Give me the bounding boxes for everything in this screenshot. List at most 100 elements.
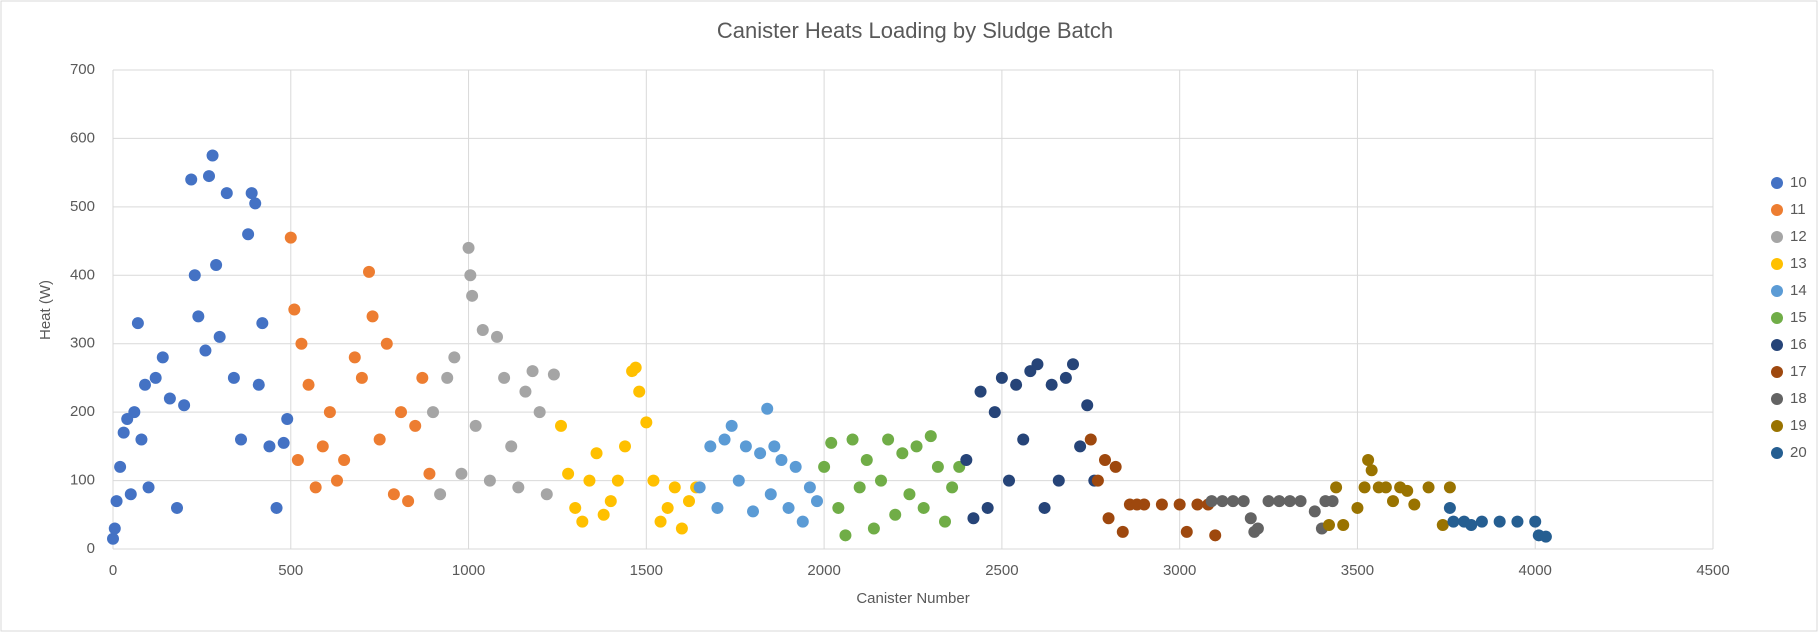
x-tick-label: 0 bbox=[109, 562, 117, 579]
point bbox=[1099, 454, 1111, 467]
point bbox=[1191, 498, 1204, 511]
point bbox=[1251, 522, 1264, 535]
point bbox=[789, 460, 802, 473]
x-tick-label: 4000 bbox=[1519, 562, 1552, 579]
point bbox=[249, 197, 262, 210]
point bbox=[846, 433, 859, 446]
point bbox=[1003, 474, 1015, 487]
point bbox=[466, 289, 479, 302]
point bbox=[725, 419, 738, 432]
point bbox=[526, 365, 539, 378]
point bbox=[245, 187, 258, 200]
point bbox=[302, 378, 315, 391]
point bbox=[1102, 512, 1115, 525]
point bbox=[988, 406, 1001, 419]
x-tick-label: 4500 bbox=[1696, 562, 1729, 579]
point bbox=[227, 371, 240, 384]
point bbox=[1511, 515, 1524, 528]
point bbox=[1084, 433, 1097, 446]
point bbox=[395, 406, 407, 419]
point bbox=[1358, 481, 1371, 494]
y-tick-label: 400 bbox=[70, 266, 95, 283]
x-tick-label: 1000 bbox=[452, 562, 485, 579]
point bbox=[505, 440, 518, 453]
point bbox=[1273, 495, 1286, 508]
point bbox=[1138, 498, 1151, 511]
legend-marker bbox=[1771, 447, 1783, 459]
point bbox=[739, 440, 752, 453]
point bbox=[409, 419, 422, 432]
y-tick-label: 500 bbox=[70, 198, 95, 215]
point bbox=[903, 488, 916, 501]
point bbox=[192, 310, 205, 323]
point bbox=[252, 378, 265, 391]
point bbox=[761, 402, 774, 415]
point bbox=[309, 481, 322, 494]
point bbox=[647, 474, 660, 487]
legend-label: 13 bbox=[1790, 255, 1807, 272]
point bbox=[270, 501, 283, 514]
point bbox=[1465, 519, 1478, 532]
point bbox=[427, 406, 439, 419]
point bbox=[1443, 501, 1456, 514]
point bbox=[373, 433, 386, 446]
point bbox=[363, 265, 375, 278]
legend-marker bbox=[1771, 231, 1783, 243]
point bbox=[867, 522, 880, 535]
x-tick-label: 500 bbox=[278, 562, 303, 579]
point bbox=[967, 512, 980, 525]
point bbox=[1205, 495, 1218, 508]
point bbox=[188, 269, 201, 282]
legend-label: 18 bbox=[1790, 390, 1807, 407]
point bbox=[882, 433, 895, 446]
point bbox=[199, 344, 212, 357]
point bbox=[277, 436, 290, 449]
point bbox=[768, 440, 781, 453]
point bbox=[131, 317, 144, 330]
point bbox=[946, 481, 959, 494]
legend-label: 14 bbox=[1790, 282, 1807, 299]
point bbox=[1067, 358, 1079, 371]
point bbox=[590, 447, 603, 460]
x-axis-label: Canister Number bbox=[856, 590, 969, 607]
point bbox=[611, 474, 624, 487]
point bbox=[149, 371, 162, 384]
point bbox=[469, 419, 482, 432]
point bbox=[683, 495, 695, 508]
point bbox=[423, 467, 436, 480]
point bbox=[108, 522, 121, 535]
point bbox=[1323, 519, 1335, 532]
point bbox=[1045, 378, 1058, 391]
legend-label: 10 bbox=[1790, 174, 1807, 191]
point bbox=[1337, 519, 1350, 532]
point bbox=[281, 412, 294, 425]
point bbox=[1038, 501, 1051, 514]
legend-marker bbox=[1771, 177, 1783, 189]
point bbox=[1059, 371, 1072, 384]
point bbox=[448, 351, 461, 364]
point bbox=[839, 529, 852, 542]
point bbox=[156, 351, 169, 364]
point bbox=[284, 231, 297, 244]
x-tick-label: 1500 bbox=[630, 562, 663, 579]
point bbox=[1209, 529, 1222, 542]
y-tick-label: 100 bbox=[70, 472, 95, 489]
point bbox=[668, 481, 681, 494]
point bbox=[110, 495, 123, 508]
legend-label: 12 bbox=[1790, 228, 1807, 245]
point bbox=[348, 351, 361, 364]
y-tick-label: 0 bbox=[87, 540, 95, 557]
y-tick-label: 600 bbox=[70, 129, 95, 146]
point bbox=[441, 371, 454, 384]
point bbox=[754, 447, 767, 460]
legend-label: 20 bbox=[1790, 444, 1807, 461]
point bbox=[889, 508, 902, 521]
point bbox=[1362, 454, 1375, 467]
point bbox=[974, 385, 987, 398]
point bbox=[235, 433, 247, 446]
point bbox=[917, 501, 930, 514]
x-tick-label: 2000 bbox=[807, 562, 840, 579]
point bbox=[1155, 498, 1168, 511]
point bbox=[185, 173, 198, 186]
point bbox=[1326, 495, 1339, 508]
